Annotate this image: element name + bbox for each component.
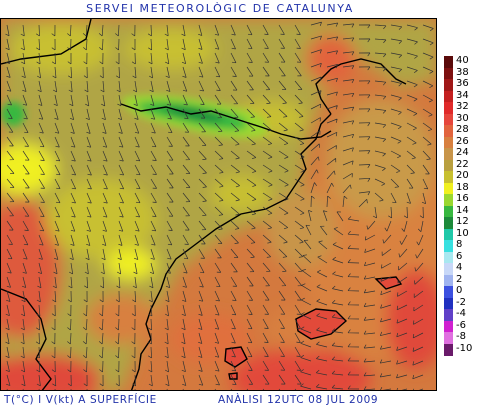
legend-label: 28	[456, 124, 469, 135]
legend-swatch	[444, 148, 453, 160]
temperature-legend: 40 38 36 34 32 30 28 26 24 22 20 18 16 14 12 10 8 6 4 2 0 -2-…	[444, 55, 484, 356]
legend-swatch	[444, 251, 453, 264]
legend-label: 0	[456, 285, 463, 296]
legend-label: 34	[456, 89, 469, 101]
coastline	[1, 19, 407, 390]
map-canvas	[1, 19, 436, 390]
map-title: SERVEI METEOROLÒGIC DE CATALUNYA	[86, 2, 354, 15]
wind-barb-set	[5, 21, 434, 390]
temperature-field	[1, 19, 436, 390]
legend-swatch	[444, 56, 453, 68]
legend-label: 10	[456, 227, 469, 239]
legend-swatch	[444, 159, 453, 172]
legend-label: 2	[456, 273, 463, 285]
legend-label: 36	[456, 78, 469, 89]
legend-label: 12	[456, 216, 469, 227]
legend-swatch	[444, 182, 453, 195]
legend-swatch	[444, 240, 453, 252]
legend-label: -10	[456, 342, 473, 354]
legend-label: 38	[456, 66, 469, 78]
wind-barbs	[5, 21, 434, 390]
legend-label: 20	[456, 170, 469, 181]
legend-label: -8	[456, 331, 466, 342]
legend-swatch	[444, 332, 453, 344]
legend-label: 4	[456, 262, 463, 273]
legend-swatch	[444, 309, 453, 321]
legend-label: 26	[456, 135, 469, 147]
legend-label: 24	[456, 147, 469, 158]
legend-swatch	[444, 102, 453, 114]
legend-label: 22	[456, 158, 469, 170]
legend-swatch	[444, 228, 453, 241]
legend-label: -2	[456, 296, 466, 308]
legend-swatch	[444, 320, 453, 333]
legend-swatch	[444, 274, 453, 287]
legend-swatch	[444, 67, 453, 80]
legend-swatch	[444, 205, 453, 218]
legend-swatch	[444, 343, 453, 356]
legend-swatch	[444, 217, 453, 229]
legend-swatch	[444, 113, 453, 126]
legend-swatch	[444, 171, 453, 183]
legend-label: 8	[456, 239, 463, 250]
legend-label: -4	[456, 308, 466, 319]
legend-label: 6	[456, 250, 463, 262]
legend-swatch	[444, 125, 453, 137]
legend-label: 32	[456, 101, 469, 112]
legend-swatch	[444, 136, 453, 149]
legend-label: -6	[456, 319, 466, 331]
temperature-wind-map	[0, 18, 437, 391]
legend-swatch	[444, 297, 453, 310]
legend-swatch	[444, 286, 453, 298]
legend-label: 40	[456, 55, 469, 66]
legend-label: 14	[456, 204, 469, 216]
legend-swatch	[444, 90, 453, 103]
legend-swatch	[444, 263, 453, 275]
legend-label: 18	[456, 181, 469, 193]
variable-caption: T(°C) I V(kt) A SUPERFÍCIE	[4, 394, 157, 406]
legend-label: 16	[456, 193, 469, 204]
analysis-caption: ANÀLISI 12UTC 08 JUL 2009	[218, 394, 379, 406]
legend-swatch	[444, 79, 453, 91]
legend-label: 30	[456, 112, 469, 124]
legend-swatch	[444, 194, 453, 206]
